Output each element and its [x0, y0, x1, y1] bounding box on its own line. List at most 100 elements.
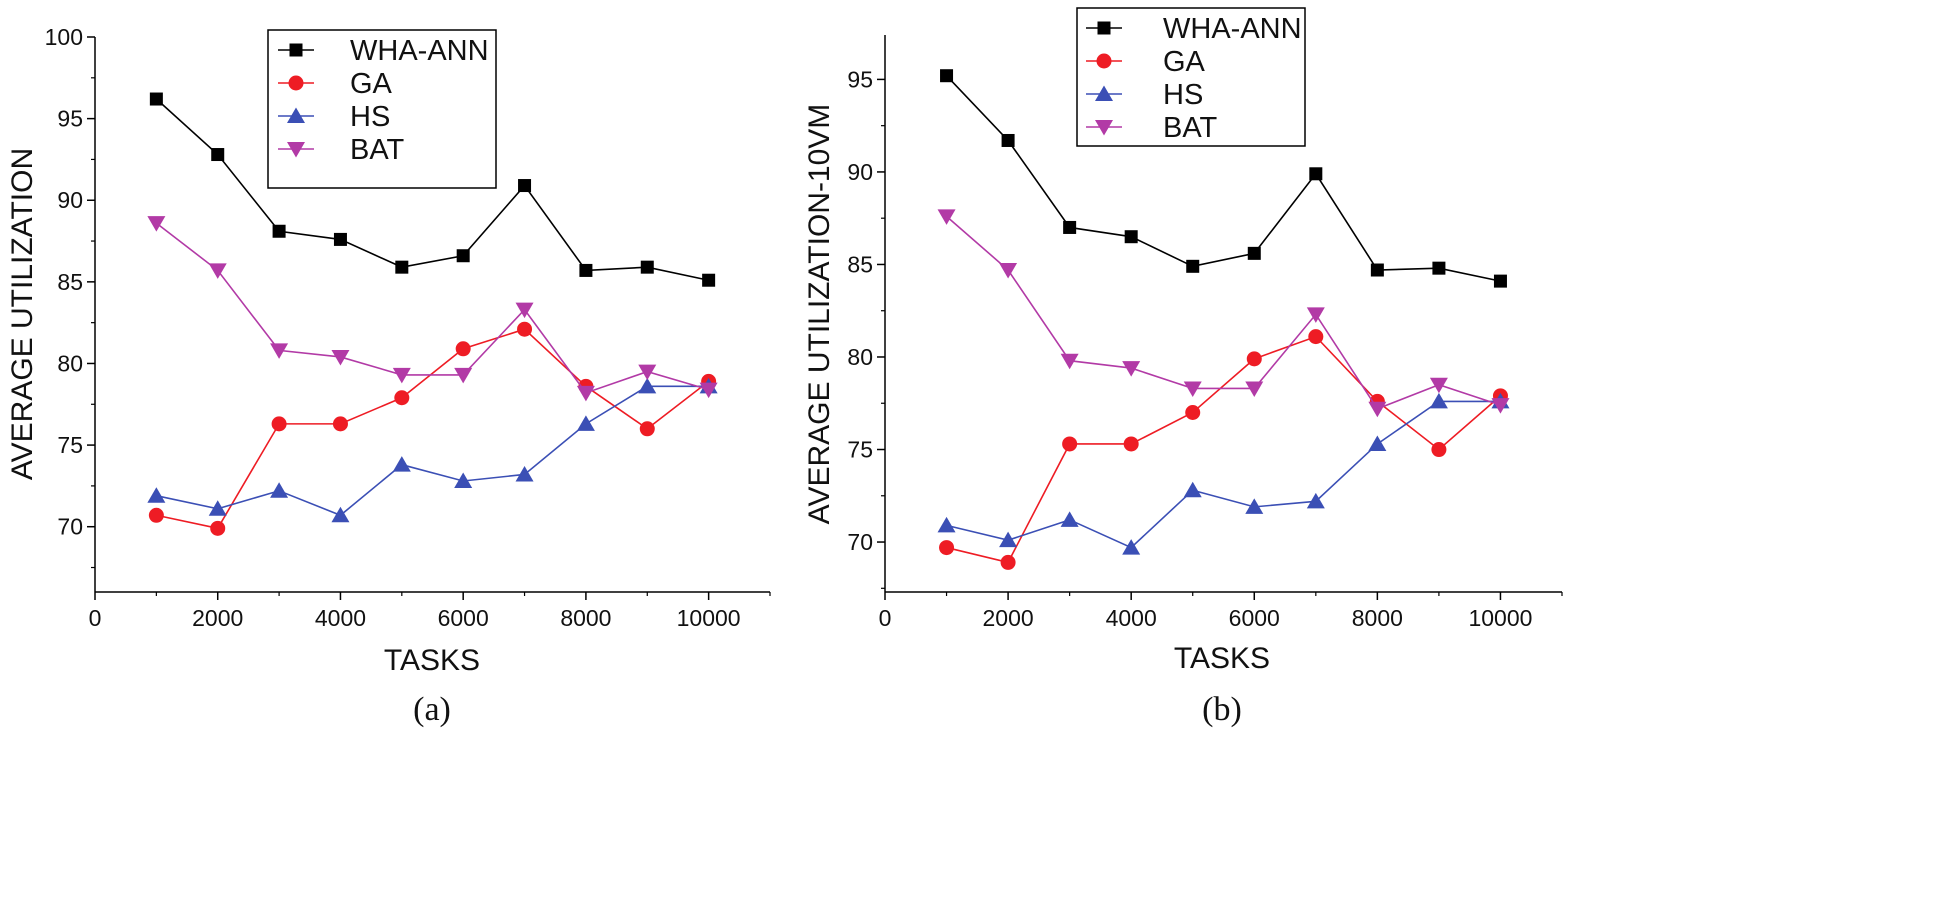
data-point-ga [939, 540, 955, 556]
legend-label: WHA-ANN [350, 35, 489, 67]
data-point-hs [270, 482, 289, 498]
y-tick-label: 85 [847, 251, 873, 277]
data-point-bat [699, 382, 718, 399]
data-point-ga [148, 507, 164, 523]
data-point-ga [639, 421, 655, 437]
legend-marker-hs [287, 107, 305, 123]
x-tick-label: 0 [89, 605, 102, 631]
x-tick-label: 10000 [1468, 605, 1532, 631]
data-point-hs [1122, 539, 1141, 555]
y-tick-label: 70 [57, 514, 83, 540]
data-point-ga [455, 341, 471, 357]
x-tick-label: 4000 [1106, 605, 1157, 631]
x-tick-label: 4000 [315, 605, 366, 631]
x-tick-label: 0 [879, 605, 892, 631]
x-tick-label: 6000 [438, 605, 489, 631]
series-line-bat [946, 215, 1501, 410]
legend-label: BAT [1163, 112, 1218, 144]
data-point-bat [1306, 307, 1325, 323]
data-point-bat [454, 367, 473, 384]
data-point-hs [208, 500, 227, 516]
data-point-hs [576, 415, 595, 431]
panel-caption: (b) [1202, 691, 1242, 728]
data-point-hs [1306, 492, 1325, 509]
data-point-wha-ann [518, 179, 532, 193]
legend-marker-ga [288, 75, 304, 91]
data-point-bat [147, 216, 166, 232]
data-point-bat [1122, 361, 1141, 377]
chart-panel-a: 70 75 80 85 90 95 100 0 2000 4000 6000 8000 10000 TAS… [6, 24, 771, 728]
data-point-hs [1368, 435, 1387, 451]
y-tick-label: 75 [847, 437, 873, 463]
data-point-bat [331, 349, 350, 366]
series-bat [937, 209, 1510, 418]
series-line-hs [156, 385, 709, 517]
data-point-hs [147, 487, 166, 503]
data-point-wha-ann [1186, 259, 1200, 273]
data-point-hs [392, 456, 411, 472]
legend-marker-hs [1095, 85, 1113, 101]
data-point-bat [1429, 377, 1448, 394]
x-tick-label: 2000 [983, 605, 1034, 631]
data-point-wha-ann [702, 273, 716, 287]
series-line-hs [946, 400, 1501, 549]
legend-marker-ga [1096, 53, 1112, 69]
data-point-hs [1060, 511, 1079, 527]
legend-label: WHA-ANN [1163, 13, 1302, 45]
legend-marker-wha-ann [289, 43, 303, 57]
data-point-hs [937, 516, 956, 533]
series-hs [147, 377, 718, 523]
series-line-wha-ann [155, 98, 709, 282]
series-ga [148, 321, 717, 536]
data-point-ga [394, 390, 410, 406]
x-tick-label: 8000 [1352, 605, 1403, 631]
y-tick-label: 90 [57, 187, 83, 213]
data-point-wha-ann [1063, 220, 1077, 234]
data-point-wha-ann [1432, 261, 1446, 275]
series-ga [939, 329, 1508, 570]
legend-box [1076, 7, 1306, 147]
data-point-wha-ann [333, 232, 347, 246]
data-point-bat [1368, 401, 1387, 418]
x-tick-label: 6000 [1229, 605, 1280, 631]
legend-marker-bat [1095, 120, 1113, 136]
x-tick-label: 2000 [192, 605, 243, 631]
data-point-hs [999, 531, 1018, 548]
y-tick-label: 95 [57, 106, 83, 132]
series-line-wha-ann [945, 75, 1501, 282]
data-point-ga [1308, 329, 1324, 345]
series-line-bat [155, 222, 709, 394]
legend-marker-bat [287, 142, 305, 158]
data-point-bat [270, 343, 289, 359]
data-point-ga [1123, 436, 1139, 452]
y-tick-label: 95 [847, 66, 873, 92]
data-point-ga [1185, 405, 1201, 421]
series-line-ga [156, 328, 710, 530]
data-point-hs [1429, 392, 1448, 409]
data-point-hs [1183, 481, 1202, 498]
data-point-hs [1245, 498, 1264, 514]
data-point-wha-ann [211, 148, 225, 162]
series-line-ga [946, 335, 1501, 564]
series-hs [937, 392, 1510, 555]
y-tick-label: 100 [45, 24, 83, 50]
legend-label: HS [1163, 79, 1203, 111]
legend-label: HS [350, 101, 390, 133]
data-point-bat [392, 367, 411, 384]
data-point-wha-ann [940, 69, 954, 83]
data-point-hs [331, 506, 350, 523]
legend-box [267, 29, 497, 189]
legend-marker-wha-ann [1097, 21, 1111, 35]
data-point-ga [1000, 554, 1016, 570]
data-point-hs [454, 472, 473, 488]
x-axis-title: TASKS [1174, 642, 1270, 675]
data-point-ga [1431, 442, 1447, 458]
legend-label: GA [350, 68, 393, 100]
data-point-bat [638, 364, 657, 381]
y-tick-label: 80 [847, 344, 873, 370]
data-point-ga [1246, 351, 1262, 367]
x-tick-label: 10000 [677, 605, 741, 631]
data-point-bat [999, 263, 1018, 279]
